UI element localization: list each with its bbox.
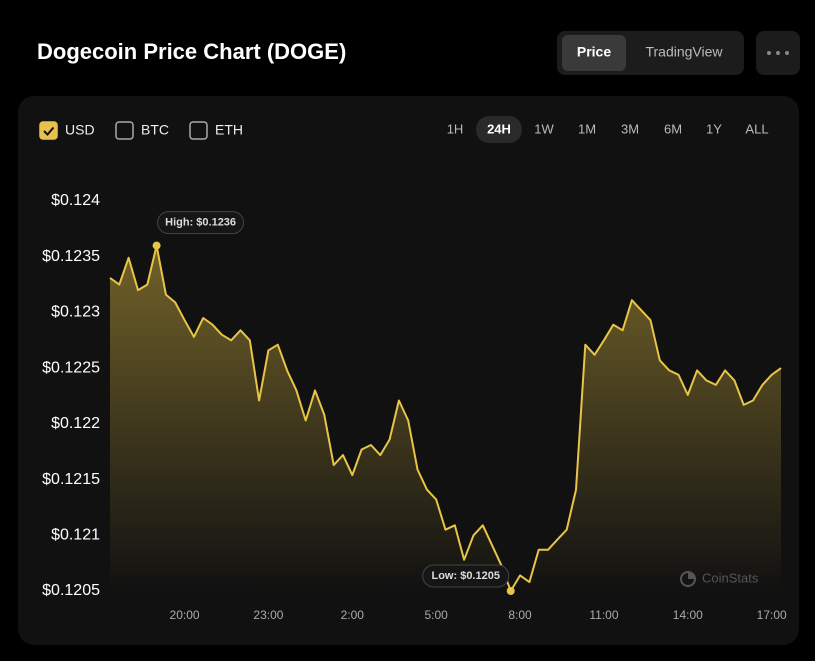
range-button[interactable]: 1Y xyxy=(706,121,722,136)
watermark-icon xyxy=(688,572,695,579)
checkbox[interactable] xyxy=(115,121,134,140)
x-tick-label: 2:00 xyxy=(341,608,365,622)
area xyxy=(110,245,781,591)
page-title: Dogecoin Price Chart (DOGE) xyxy=(37,39,346,64)
y-tick-label: $0.1225 xyxy=(42,359,100,376)
tab-label: Price xyxy=(577,44,611,60)
x-tick-label: 17:00 xyxy=(757,608,787,622)
y-tick-label: $0.124 xyxy=(51,192,100,209)
x-tick-label: 20:00 xyxy=(170,608,200,622)
y-tick-label: $0.1215 xyxy=(42,471,100,488)
more-dot xyxy=(776,51,780,55)
checkmark xyxy=(43,126,55,136)
annotation-label: Low: $0.1205 xyxy=(431,570,499,582)
range-button[interactable]: 6M xyxy=(664,121,682,136)
tab-label: TradingView xyxy=(645,44,723,60)
watermark: CoinStats xyxy=(680,570,759,587)
checkbox[interactable] xyxy=(189,121,208,140)
range-button[interactable]: 1H xyxy=(447,121,464,136)
x-tick-label: 5:00 xyxy=(425,608,449,622)
range-button[interactable]: 1W xyxy=(534,121,554,136)
annotation-dot xyxy=(506,587,515,595)
more-dot xyxy=(785,51,789,55)
checkbox[interactable] xyxy=(39,121,58,140)
more-dot xyxy=(767,51,771,55)
currency-label: ETH xyxy=(215,122,243,138)
range-button[interactable]: 24H xyxy=(487,121,511,136)
x-tick-label: 23:00 xyxy=(253,608,283,622)
y-tick-label: $0.121 xyxy=(51,527,100,544)
y-tick-label: $0.123 xyxy=(51,304,100,321)
y-tick-label: $0.1235 xyxy=(42,248,100,265)
tab[interactable] xyxy=(562,35,626,71)
annotation-label: High: $0.1236 xyxy=(165,216,236,228)
range-button[interactable]: 3M xyxy=(621,121,639,136)
annotation-dot xyxy=(152,241,161,250)
x-tick-label: 14:00 xyxy=(673,608,703,622)
range-active[interactable] xyxy=(476,116,522,143)
currency-label: BTC xyxy=(141,122,169,138)
x-tick-label: 8:00 xyxy=(508,608,532,622)
y-tick-label: $0.1205 xyxy=(42,582,100,599)
x-tick-label: 11:00 xyxy=(589,608,618,622)
price-line xyxy=(109,244,782,592)
y-tick-label: $0.122 xyxy=(51,415,100,432)
range-button[interactable]: 1M xyxy=(578,121,596,136)
annotation-box xyxy=(157,211,245,235)
annotation-box xyxy=(422,564,510,588)
currency-label: USD xyxy=(65,122,95,138)
range-button[interactable]: ALL xyxy=(745,121,768,136)
watermark-text: CoinStats xyxy=(702,570,759,585)
